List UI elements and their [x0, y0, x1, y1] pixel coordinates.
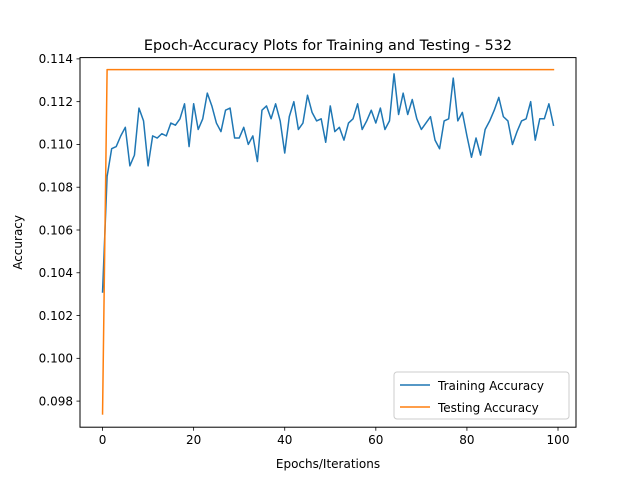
x-tick-label: 20 [186, 433, 201, 447]
legend: Training Accuracy Testing Accuracy [393, 371, 570, 420]
y-tick-label: 0.106 [39, 223, 73, 237]
y-tick-label: 0.102 [39, 309, 73, 323]
x-tick-label: 40 [277, 433, 292, 447]
chart-title: Epoch-Accuracy Plots for Training and Te… [144, 38, 512, 54]
y-tick-label: 0.100 [39, 352, 73, 366]
x-tick-label: 0 [99, 433, 107, 447]
series-line-testing-accuracy [101, 68, 555, 415]
y-tick-label: 0.108 [39, 181, 73, 195]
x-tick-label: 100 [547, 433, 570, 447]
legend-label-testing: Testing Accuracy [437, 401, 539, 415]
x-tick-label: 60 [368, 433, 383, 447]
y-tick-label: 0.098 [39, 394, 73, 408]
series-layer [101, 68, 555, 415]
y-tick-label: 0.110 [39, 138, 73, 152]
y-tick-label: 0.104 [39, 266, 73, 280]
x-axis-ticks: 0 20 40 60 80 100 [99, 427, 570, 447]
x-tick-label: 80 [459, 433, 474, 447]
series-line-training-accuracy [101, 73, 555, 293]
plot-frame [79, 57, 577, 428]
y-tick-label: 0.112 [39, 95, 73, 109]
y-tick-label: 0.114 [39, 52, 73, 66]
legend-label-training: Training Accuracy [437, 379, 544, 393]
legend-box [393, 371, 570, 420]
y-axis-label: Accuracy [11, 215, 25, 270]
x-axis-label: Epochs/Iterations [276, 457, 380, 471]
y-axis-ticks: 0.098 0.100 0.102 0.104 0.106 0.108 0.110 0.112… [39, 52, 80, 408]
